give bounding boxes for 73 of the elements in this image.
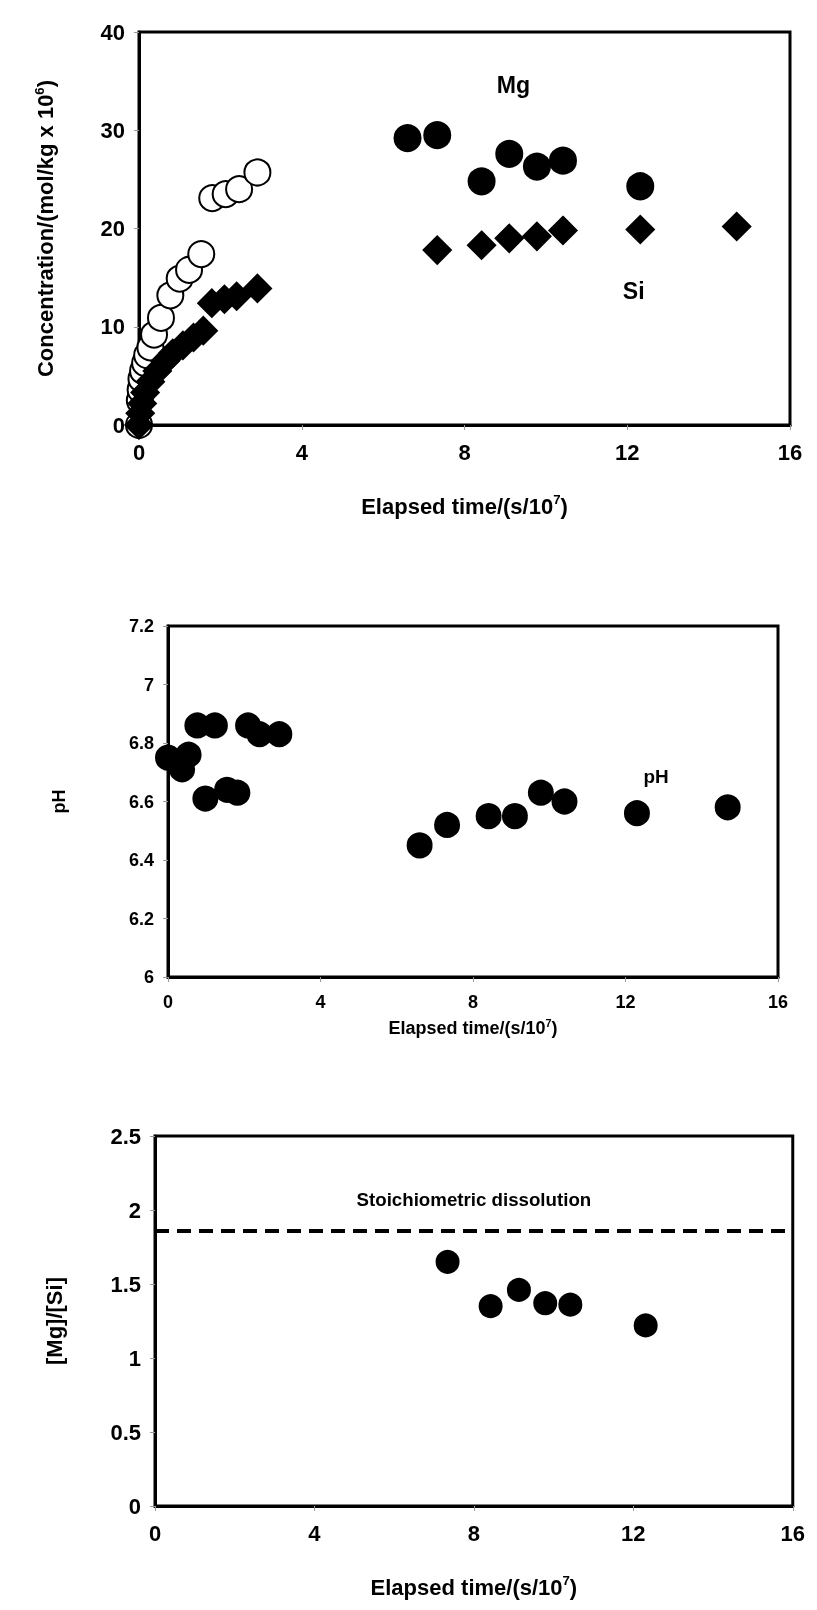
point [175,741,202,768]
x-tick-label: 4 [295,439,309,465]
point [467,167,496,196]
point [243,158,272,187]
y-tick-label: 30 [100,117,125,143]
y-tick-label: 7 [143,674,154,695]
point [478,1294,503,1319]
x-tick-label: 16 [780,1520,806,1546]
point [506,1277,531,1302]
x-tick-label: 12 [621,1520,646,1546]
point [625,214,655,245]
point [548,146,577,175]
y-tick-label: 6.2 [128,908,154,929]
x-tick-label: 12 [615,992,636,1012]
y-tick-label: 6.4 [128,850,154,870]
y-axis-title: pH [49,789,69,814]
y-tick-label: 6.6 [128,791,154,812]
y-tick-label: 7.2 [128,616,154,636]
x-tick-label: 8 [458,439,471,465]
point [533,1291,558,1316]
x-tick-label: 8 [467,1520,481,1546]
x-tick-label: 0 [162,992,174,1012]
point [475,803,502,830]
point [722,211,752,242]
annotation: Mg [496,72,530,99]
point [527,779,554,806]
point [714,794,741,821]
point [187,240,216,269]
x-tick-label: 4 [308,1520,322,1546]
point [522,221,552,252]
point [225,175,254,204]
x-tick-label: 12 [615,439,640,465]
y-tick-label: 0.5 [110,1419,141,1445]
point [147,303,175,332]
point [558,1292,583,1317]
x-tick-label: 16 [767,992,789,1012]
y-tick-label: 6 [143,967,154,987]
x-tick-label: 4 [315,992,326,1012]
point [422,235,452,265]
point [626,172,655,201]
point [423,121,452,150]
point [242,273,273,304]
y-tick-label: 6.8 [128,733,154,753]
y-tick-label: 0 [112,412,125,438]
ref-line-label: Stoichiometric dissolution [356,1188,592,1210]
x-tick-label: 16 [777,439,803,465]
point [501,803,528,830]
annotation: Si [622,278,645,305]
annotation: pH [643,766,669,788]
point [466,230,497,260]
point [393,124,422,153]
y-tick-label: 2.5 [110,1123,141,1149]
point [192,785,219,812]
point [494,223,524,253]
y-tick-label: 1 [128,1345,141,1371]
point [406,832,433,859]
point [548,215,578,246]
point [435,1249,460,1274]
x-tick-label: 8 [467,992,479,1012]
point [623,800,650,827]
y-tick-label: 10 [100,314,125,340]
y-tick-label: 0 [128,1493,141,1519]
y-tick-label: 1.5 [110,1271,141,1297]
y-tick-label: 40 [100,19,125,45]
y-axis-title: [Mg]/[Si] [41,1277,67,1365]
point [266,721,293,748]
y-tick-label: 20 [100,216,125,241]
point [495,139,524,168]
point [522,152,551,181]
point [434,811,461,838]
point [633,1313,658,1338]
y-tick-label: 2 [128,1197,141,1223]
point [551,788,578,815]
